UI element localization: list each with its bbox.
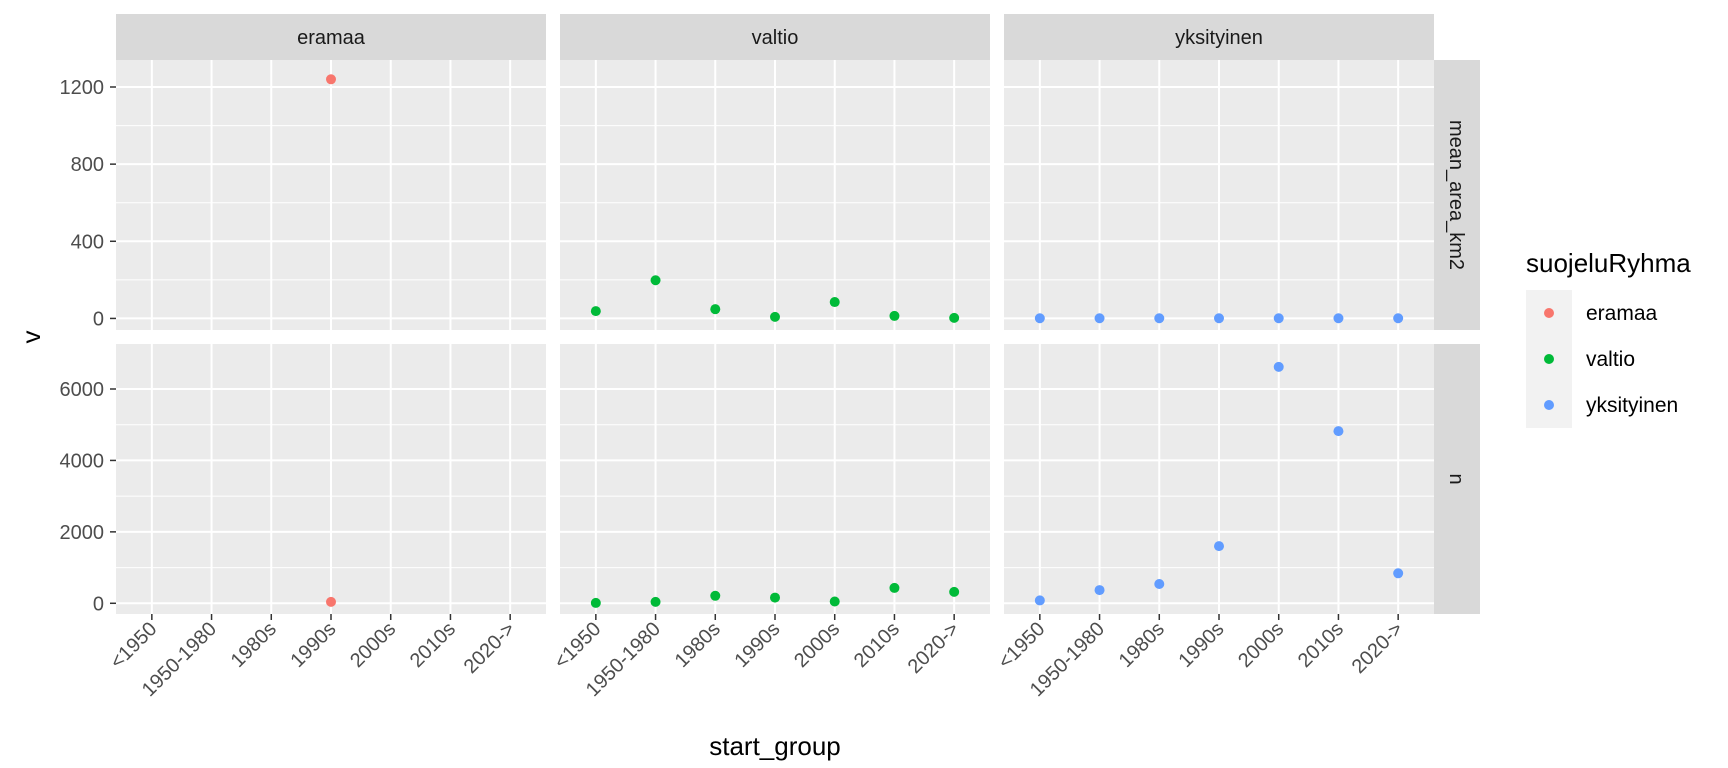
y-tick-label: 1200: [60, 77, 105, 99]
point-yksityinen-mean-area-km2-1950: [1034, 313, 1045, 324]
x-tick-label: 2010s: [850, 618, 904, 672]
y-tick-label: 4000: [60, 450, 105, 472]
point-yksityinen-n-1950: [1034, 595, 1045, 606]
strip-label-yksityinen: yksityinen: [1175, 27, 1263, 49]
x-tick-label: <1950: [106, 618, 161, 673]
legend-label-valtio: valtio: [1586, 348, 1635, 371]
point-yksityinen-mean-area-km2-2020: [1393, 313, 1404, 324]
y-tick-label: 2000: [60, 522, 105, 544]
y-tick-label: 6000: [60, 379, 105, 401]
point-valtio-n-1990s: [770, 592, 780, 603]
strip-mean-area-km2: [1434, 60, 1480, 330]
point-yksityinen-mean-area-km2-1990s: [1214, 313, 1224, 324]
strip-label-mean-area-km2: mean_area_km2: [1445, 120, 1467, 270]
y-axis-title: v: [16, 331, 46, 344]
legend-key-eramaa: [1544, 308, 1554, 318]
point-valtio-n-1950-1980: [650, 596, 661, 607]
x-tick-label: 2020->: [1348, 618, 1408, 678]
point-yksityinen-n-1980s: [1154, 579, 1165, 589]
x-tick-label: 1980s: [1115, 618, 1169, 672]
x-tick-label: 1980s: [227, 618, 281, 672]
y-tick-label: 0: [93, 308, 104, 330]
point-yksityinen-n-2010s: [1333, 426, 1344, 437]
point-valtio-n-1980s: [710, 590, 721, 601]
strip-eramaa: [116, 14, 546, 60]
x-tick-label: 1990s: [730, 618, 784, 672]
x-tick-label: 2010s: [406, 618, 460, 672]
point-valtio-mean-area-km2-2010s: [889, 310, 900, 321]
point-valtio-mean-area-km2-1950-1980: [650, 275, 661, 286]
point-yksityinen-n-1990s: [1214, 541, 1224, 552]
legend-title: suojeluRyhma: [1526, 248, 1691, 278]
point-eramaa-mean-area-km2-1990s: [326, 74, 336, 85]
point-valtio-n-2010s: [889, 582, 900, 593]
legend-label-yksityinen: yksityinen: [1586, 394, 1678, 417]
x-tick-label: 1980s: [671, 618, 725, 672]
x-tick-label: 2000s: [346, 618, 400, 672]
point-yksityinen-mean-area-km2-1980s: [1154, 313, 1165, 324]
x-tick-label: 2000s: [1234, 618, 1288, 672]
x-tick-label: 2000s: [790, 618, 844, 672]
y-tick-label: 0: [93, 593, 104, 615]
strip-label-valtio: valtio: [752, 27, 799, 49]
point-valtio-mean-area-km2-2020: [949, 312, 960, 323]
strip-label-eramaa: eramaa: [297, 27, 366, 49]
legend-label-eramaa: eramaa: [1586, 302, 1658, 325]
point-yksityinen-n-2000s: [1273, 361, 1284, 372]
x-tick-label: 2010s: [1294, 618, 1348, 672]
legend-key-yksityinen: [1544, 400, 1554, 410]
strip-label-n: n: [1445, 473, 1467, 484]
point-valtio-mean-area-km2-1980s: [710, 304, 721, 315]
x-tick-label: 2020->: [460, 618, 520, 678]
point-valtio-mean-area-km2-1950: [590, 306, 601, 317]
point-valtio-n-2020: [949, 586, 960, 597]
point-yksityinen-mean-area-km2-2010s: [1333, 313, 1344, 324]
point-valtio-n-2000s: [829, 596, 840, 607]
legend-key-valtio: [1544, 354, 1554, 364]
point-yksityinen-mean-area-km2-1950-1980: [1094, 313, 1105, 324]
y-tick-label: 400: [71, 231, 104, 253]
point-valtio-mean-area-km2-2000s: [829, 297, 840, 308]
x-tick-label: 1990s: [1174, 618, 1228, 672]
point-yksityinen-n-1950-1980: [1094, 585, 1105, 596]
strip-valtio: [560, 14, 990, 60]
y-tick-label: 800: [71, 154, 104, 176]
point-yksityinen-n-2020: [1393, 568, 1404, 579]
point-yksityinen-mean-area-km2-2000s: [1273, 313, 1284, 324]
point-valtio-n-1950: [590, 597, 601, 608]
x-tick-label: <1950: [550, 618, 605, 673]
x-axis-title: start_group: [709, 731, 841, 761]
point-eramaa-n-1990s: [326, 596, 336, 607]
point-valtio-mean-area-km2-1990s: [770, 311, 780, 322]
x-tick-label: <1950: [994, 618, 1049, 673]
x-tick-label: 1990s: [286, 618, 340, 672]
strip-yksityinen: [1004, 14, 1434, 60]
x-tick-label: 2020->: [904, 618, 964, 678]
strip-n: [1434, 344, 1480, 614]
